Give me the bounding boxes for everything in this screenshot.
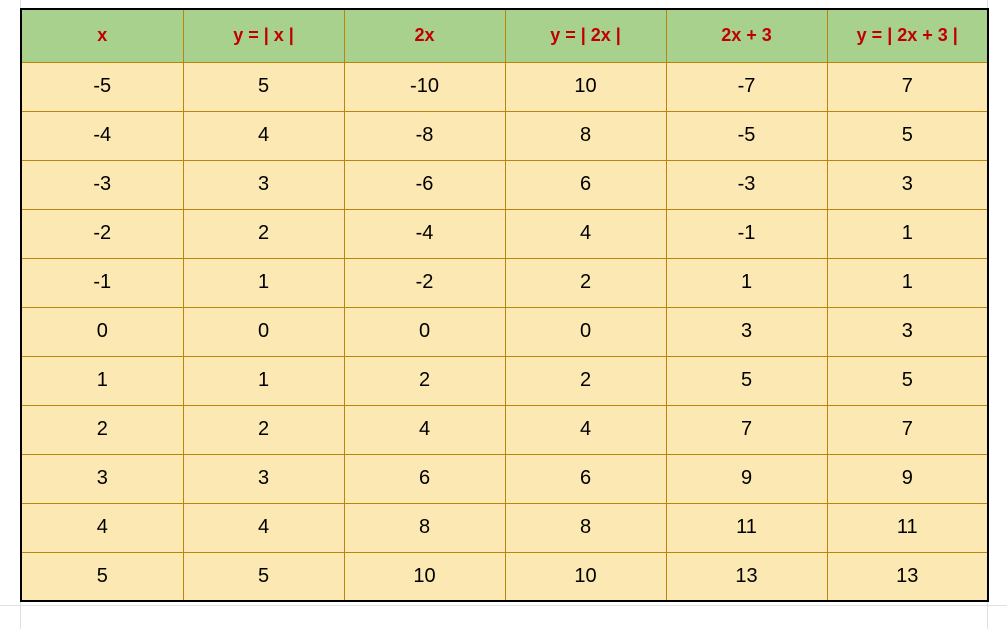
table-header-cell: 2x: [344, 9, 505, 62]
table-row: 000033: [21, 307, 988, 356]
table-cell: 5: [183, 552, 344, 601]
table-cell: 13: [666, 552, 827, 601]
table-row: 336699: [21, 454, 988, 503]
table-cell: 4: [183, 111, 344, 160]
table-cell: 8: [505, 503, 666, 552]
table-cell: -3: [21, 160, 183, 209]
table-cell: 11: [827, 503, 988, 552]
table-cell: 11: [666, 503, 827, 552]
table-cell: 4: [505, 209, 666, 258]
table-cell: 8: [505, 111, 666, 160]
table-row: -11-2211: [21, 258, 988, 307]
table-cell: 1: [183, 258, 344, 307]
table-cell: 1: [827, 258, 988, 307]
table-cell: -4: [344, 209, 505, 258]
table-cell: -7: [666, 62, 827, 111]
table-cell: 7: [827, 62, 988, 111]
table-cell: 10: [505, 62, 666, 111]
table-cell: 7: [827, 405, 988, 454]
table-cell: 6: [344, 454, 505, 503]
table-header-cell: 2x + 3: [666, 9, 827, 62]
table-cell: 3: [827, 307, 988, 356]
grid-line: [0, 605, 1007, 606]
table-cell: 13: [827, 552, 988, 601]
table-cell: 10: [344, 552, 505, 601]
table-cell: 4: [21, 503, 183, 552]
table-cell: 2: [183, 209, 344, 258]
table-row: 5510101313: [21, 552, 988, 601]
table-cell: -4: [21, 111, 183, 160]
table-cell: 2: [344, 356, 505, 405]
table-cell: -8: [344, 111, 505, 160]
table-cell: 5: [827, 356, 988, 405]
table-cell: 2: [505, 258, 666, 307]
table-cell: 7: [666, 405, 827, 454]
table-cell: -5: [21, 62, 183, 111]
table-row: 224477: [21, 405, 988, 454]
table-header-cell: y = | x |: [183, 9, 344, 62]
table-cell: -2: [344, 258, 505, 307]
table-cell: 0: [21, 307, 183, 356]
table-header-row: xy = | x |2xy = | 2x |2x + 3y = | 2x + 3…: [21, 9, 988, 62]
table-cell: 3: [183, 454, 344, 503]
table-row: -55-1010-77: [21, 62, 988, 111]
table-cell: 5: [183, 62, 344, 111]
table-cell: 6: [505, 454, 666, 503]
table-row: 44881111: [21, 503, 988, 552]
table-cell: 3: [827, 160, 988, 209]
table-cell: 2: [505, 356, 666, 405]
table-cell: 5: [666, 356, 827, 405]
data-table: xy = | x |2xy = | 2x |2x + 3y = | 2x + 3…: [20, 8, 989, 602]
table-cell: 0: [344, 307, 505, 356]
table-cell: 4: [344, 405, 505, 454]
table-cell: 1: [21, 356, 183, 405]
table-header-cell: y = | 2x + 3 |: [827, 9, 988, 62]
table-cell: 9: [827, 454, 988, 503]
table-cell: 8: [344, 503, 505, 552]
table-cell: 5: [21, 552, 183, 601]
table-cell: 2: [21, 405, 183, 454]
table-row: -44-88-55: [21, 111, 988, 160]
spreadsheet-sheet: xy = | x |2xy = | 2x |2x + 3y = | 2x + 3…: [0, 0, 1007, 629]
table-cell: 0: [505, 307, 666, 356]
table-cell: -1: [666, 209, 827, 258]
table-cell: 1: [827, 209, 988, 258]
table-cell: -1: [21, 258, 183, 307]
table-cell: 3: [183, 160, 344, 209]
table-row: 112255: [21, 356, 988, 405]
table-cell: 0: [183, 307, 344, 356]
table-cell: 1: [666, 258, 827, 307]
table-cell: 4: [183, 503, 344, 552]
table-row: -33-66-33: [21, 160, 988, 209]
table-cell: 6: [505, 160, 666, 209]
table-cell: 3: [21, 454, 183, 503]
table-cell: -6: [344, 160, 505, 209]
table-cell: 1: [183, 356, 344, 405]
table-cell: 9: [666, 454, 827, 503]
table-cell: -2: [21, 209, 183, 258]
table-header-cell: x: [21, 9, 183, 62]
table-cell: 2: [183, 405, 344, 454]
table-cell: -10: [344, 62, 505, 111]
table-row: -22-44-11: [21, 209, 988, 258]
table-cell: 3: [666, 307, 827, 356]
table-cell: 10: [505, 552, 666, 601]
table-cell: -3: [666, 160, 827, 209]
table-cell: -5: [666, 111, 827, 160]
table-cell: 5: [827, 111, 988, 160]
table-cell: 4: [505, 405, 666, 454]
table-header-cell: y = | 2x |: [505, 9, 666, 62]
